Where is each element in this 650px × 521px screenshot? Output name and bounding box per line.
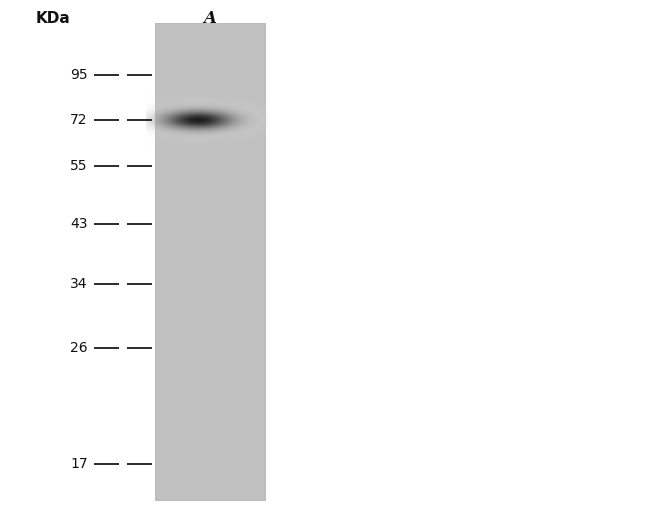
Text: KDa: KDa <box>36 11 70 26</box>
Text: 26: 26 <box>70 341 88 355</box>
Text: 17: 17 <box>70 457 88 470</box>
Text: 34: 34 <box>70 277 88 291</box>
Text: 43: 43 <box>70 217 88 231</box>
Text: 72: 72 <box>70 113 88 127</box>
Text: 55: 55 <box>70 159 88 172</box>
Text: A: A <box>203 10 216 27</box>
Text: 95: 95 <box>70 68 88 82</box>
Bar <box>155 23 265 500</box>
